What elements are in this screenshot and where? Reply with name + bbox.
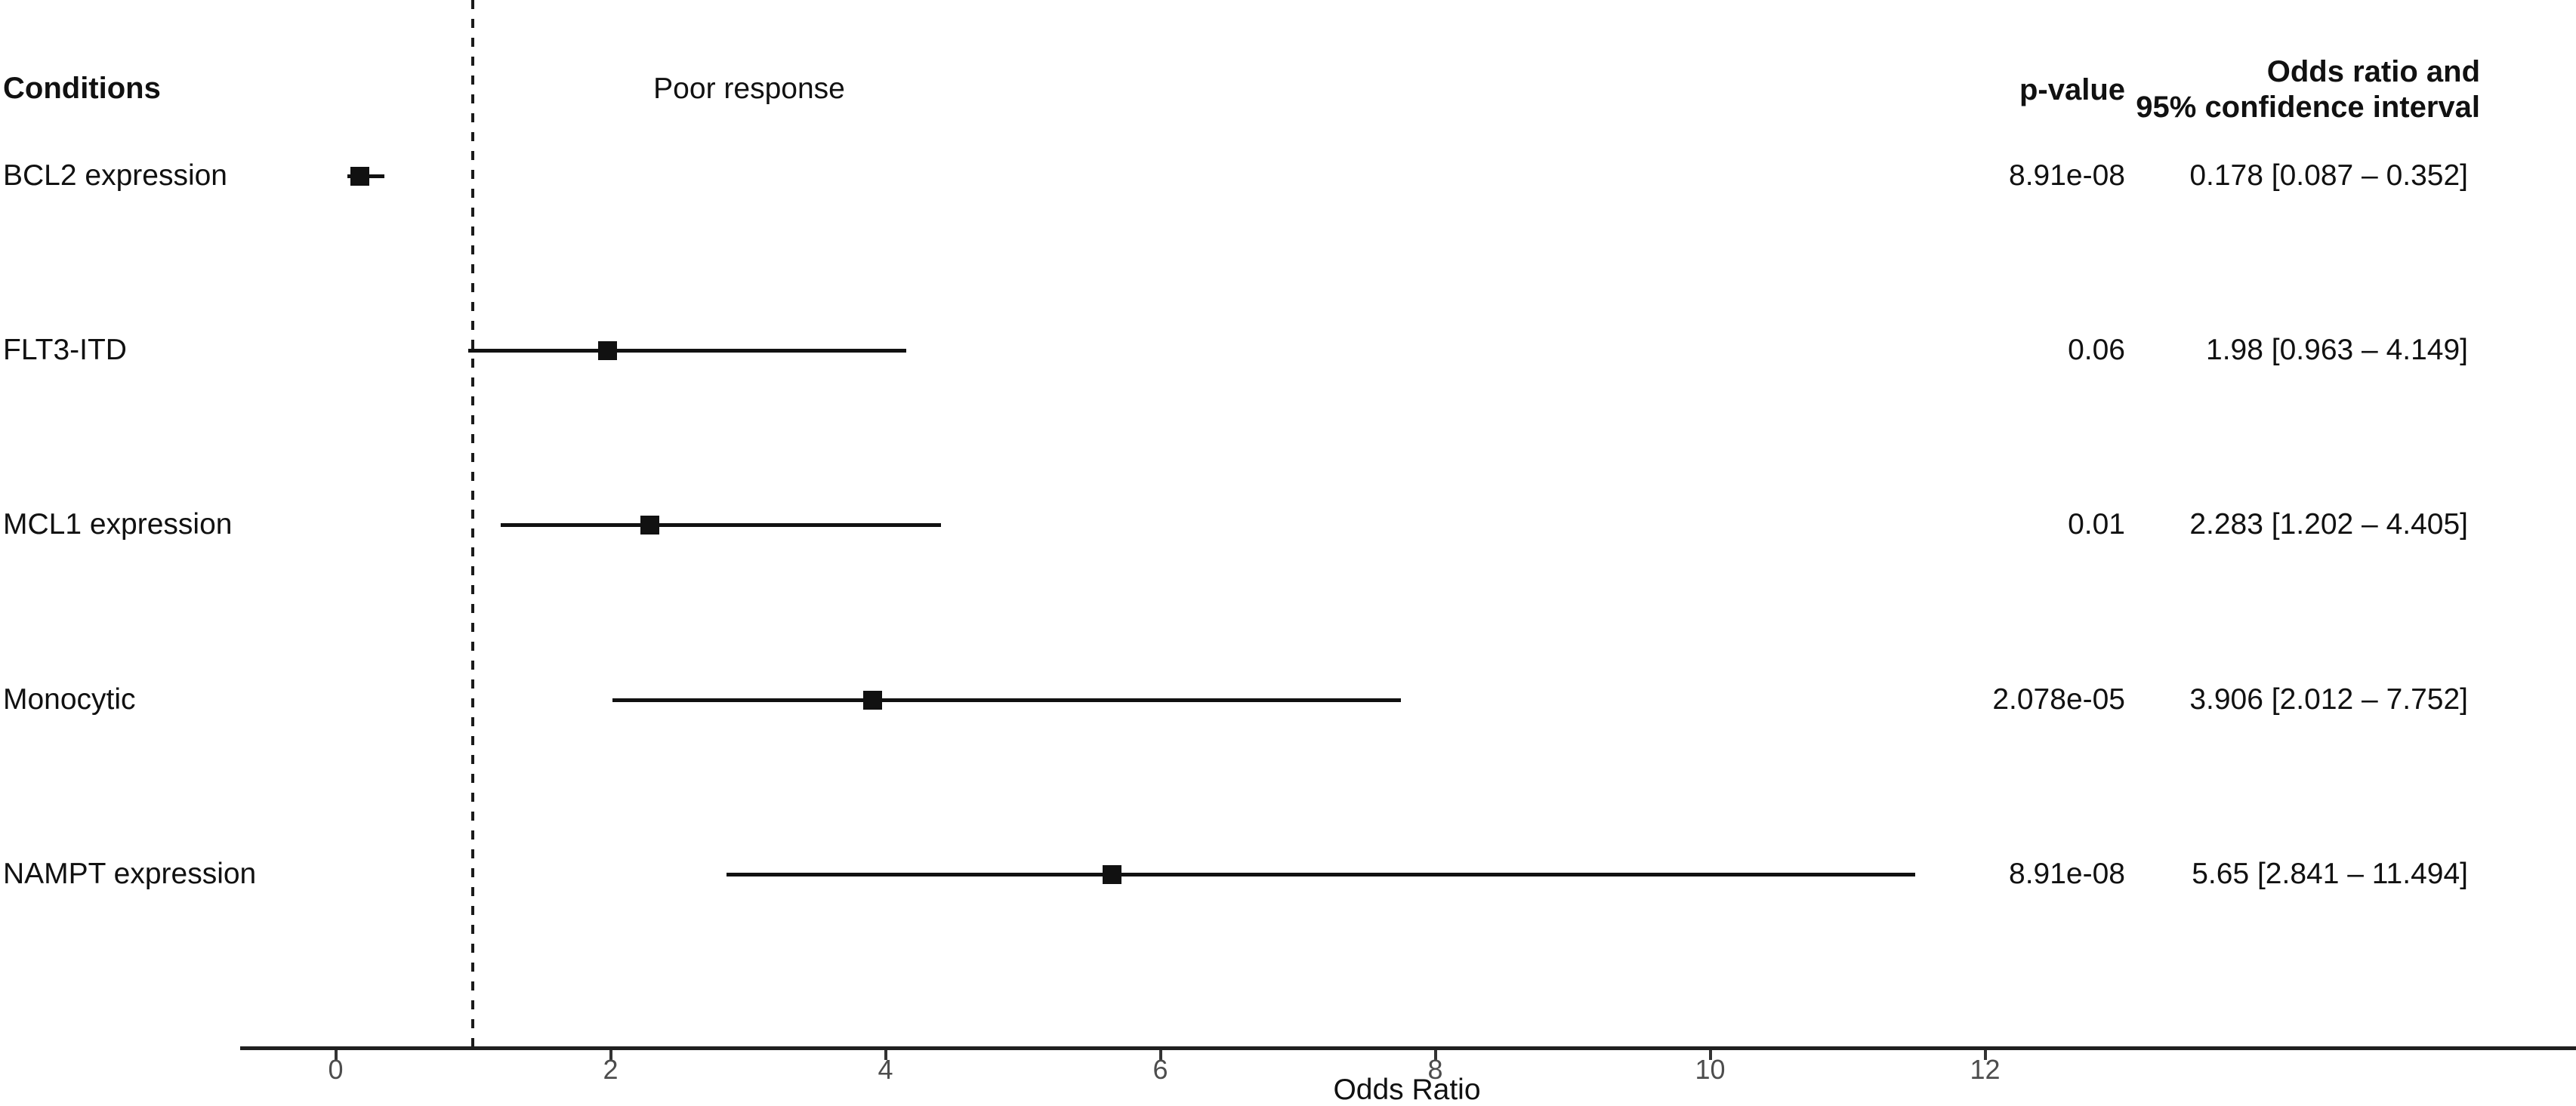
- confidence-interval-line: [501, 522, 942, 527]
- conditions-column-header: Conditions: [3, 72, 161, 105]
- odds-ratio-ci-value: 2.283 [1.202 – 4.405]: [2189, 508, 2468, 541]
- x-axis-tick-mark: [1708, 1050, 1712, 1060]
- odds-ratio-marker: [862, 690, 882, 710]
- p-value: 8.91e-08: [2009, 159, 2125, 192]
- x-axis-tick-label: 8: [1427, 1054, 1443, 1085]
- odds-ratio-ci-value: 1.98 [0.963 – 4.149]: [2206, 334, 2468, 366]
- condition-label: BCL2 expression: [3, 159, 227, 192]
- p-value: 2.078e-05: [1992, 683, 2125, 716]
- x-axis-tick-mark: [609, 1050, 612, 1060]
- x-axis-title: Odds Ratio: [1333, 1074, 1481, 1106]
- confidence-interval-line: [467, 348, 906, 353]
- x-axis-tick-mark: [1983, 1050, 1987, 1060]
- x-axis-tick-label: 4: [878, 1054, 893, 1085]
- odds-ratio-column-header-line2: 95% confidence interval: [2136, 91, 2480, 124]
- x-axis-tick-label: 12: [1970, 1054, 2001, 1085]
- x-axis-tick-label: 6: [1152, 1054, 1168, 1085]
- condition-label: MCL1 expression: [3, 508, 233, 541]
- confidence-interval-line: [726, 872, 1916, 876]
- x-axis-tick-mark: [884, 1050, 887, 1060]
- odds-ratio-ci-value: 0.178 [0.087 – 0.352]: [2189, 159, 2468, 192]
- x-axis-tick-mark: [334, 1050, 338, 1060]
- odds-ratio-column-header: Odds ratio and 95% confidence interval: [2136, 54, 2480, 125]
- condition-label: Monocytic: [3, 683, 136, 716]
- x-axis-tick-mark: [1433, 1050, 1437, 1060]
- odds-ratio-column-header-line1: Odds ratio and: [2266, 55, 2480, 88]
- x-axis-tick-label: 10: [1695, 1054, 1726, 1085]
- odds-ratio-ci-value: 3.906 [2.012 – 7.752]: [2189, 683, 2468, 716]
- condition-label: NAMPT expression: [3, 858, 257, 890]
- odds-ratio-marker: [640, 515, 659, 535]
- reference-dashed-line: [471, 0, 474, 1048]
- p-value: 0.06: [2068, 334, 2125, 366]
- p-value: 0.01: [2068, 508, 2125, 541]
- odds-ratio-ci-value: 5.65 [2.841 – 11.494]: [2192, 858, 2468, 890]
- x-axis-tick-label: 2: [603, 1054, 619, 1085]
- pvalue-column-header: p-value: [2019, 73, 2125, 106]
- condition-label: FLT3-ITD: [3, 334, 127, 366]
- odds-ratio-marker: [1103, 864, 1122, 884]
- p-value: 8.91e-08: [2009, 858, 2125, 890]
- poor-response-label: Poor response: [653, 72, 845, 105]
- x-axis-tick-mark: [1158, 1050, 1162, 1060]
- odds-ratio-marker: [350, 166, 370, 186]
- x-axis-tick-label: 0: [328, 1054, 344, 1085]
- x-axis-line: [240, 1046, 2576, 1050]
- odds-ratio-marker: [598, 340, 618, 360]
- confidence-interval-line: [612, 698, 1402, 702]
